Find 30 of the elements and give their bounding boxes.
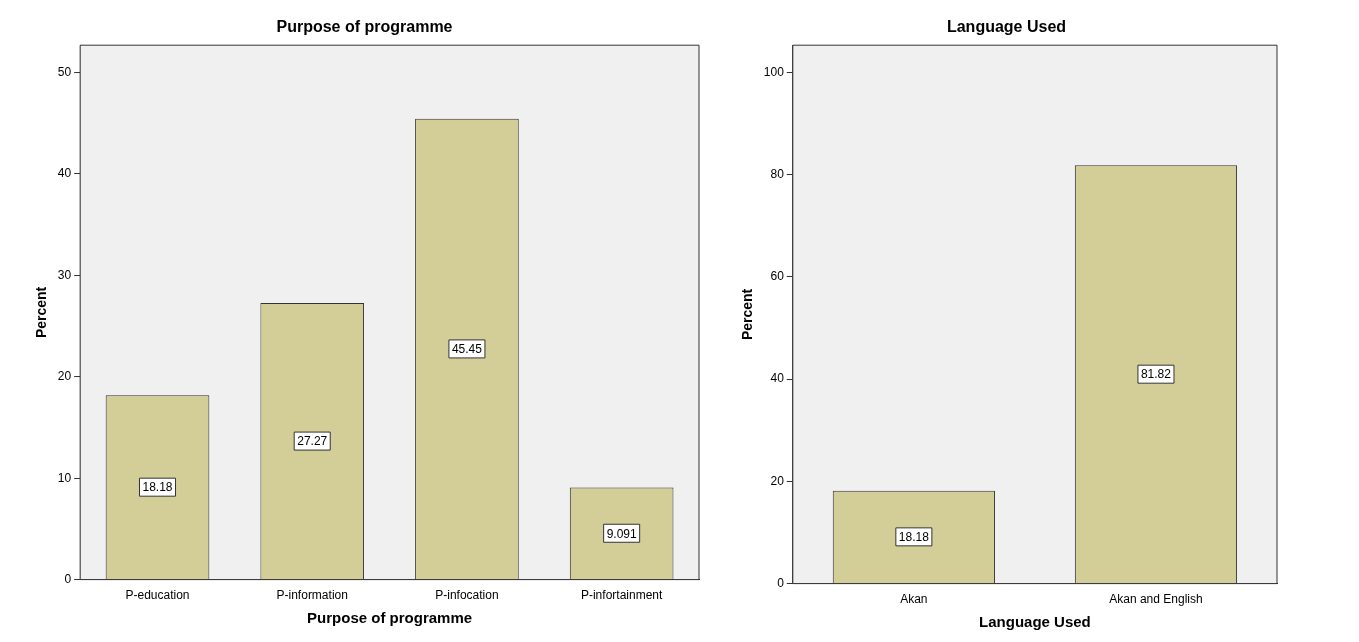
y-tick-label: 50 bbox=[57, 64, 72, 79]
y-tick-label: 0 bbox=[777, 575, 785, 590]
data-label: 27.27 bbox=[297, 434, 328, 449]
x-tick-label: Akan and English bbox=[1109, 592, 1203, 607]
y-tick-label: 10 bbox=[57, 470, 72, 485]
x-tick-label: Akan bbox=[900, 592, 928, 607]
x-axis-title: Language Used bbox=[979, 613, 1091, 631]
x-tick-label: P-infortainment bbox=[580, 588, 663, 603]
data-label: 45.45 bbox=[451, 342, 483, 357]
y-tick-label: 40 bbox=[57, 166, 72, 181]
chart-title: Purpose of programme bbox=[276, 18, 453, 36]
y-axis-title: Percent bbox=[739, 288, 756, 341]
y-axis-title: Percent bbox=[33, 286, 50, 339]
y-tick-label: 0 bbox=[64, 571, 72, 586]
data-label: 81.82 bbox=[1140, 367, 1172, 382]
y-tick-label: 100 bbox=[763, 64, 785, 79]
x-tick-label: P-information bbox=[276, 588, 348, 603]
y-tick-label: 20 bbox=[57, 369, 72, 384]
y-tick-label: 40 bbox=[770, 371, 785, 386]
chart-title: Language Used bbox=[946, 18, 1067, 36]
x-tick-label: P-education bbox=[125, 588, 190, 603]
x-tick-label: P-infocation bbox=[435, 588, 499, 603]
y-tick-label: 30 bbox=[57, 267, 72, 282]
x-axis-title: Purpose of programme bbox=[307, 609, 473, 627]
y-tick-label: 20 bbox=[770, 473, 785, 488]
y-tick-label: 80 bbox=[770, 166, 785, 181]
data-label: 18.18 bbox=[898, 530, 930, 545]
y-tick-label: 60 bbox=[770, 269, 785, 284]
data-label: 9.091 bbox=[606, 526, 637, 541]
data-label: 18.18 bbox=[142, 480, 173, 495]
